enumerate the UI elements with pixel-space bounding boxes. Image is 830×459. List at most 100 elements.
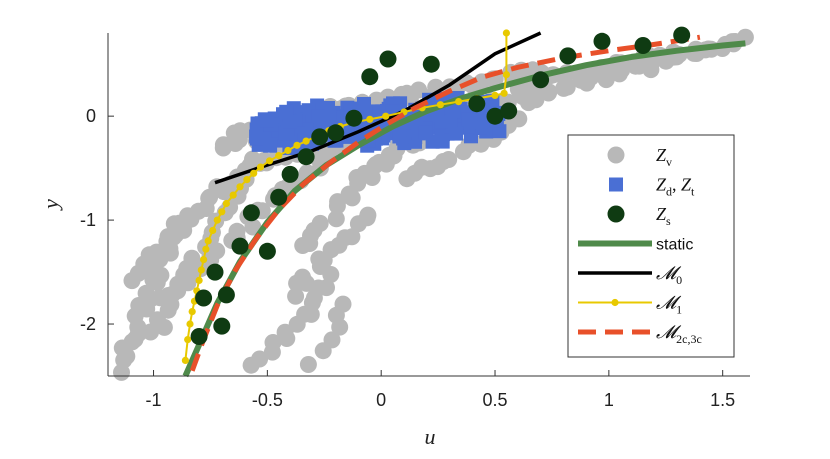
- zv-point: [276, 323, 294, 341]
- m1-point: [275, 152, 283, 160]
- legend-item-zd: Zd, Zt: [609, 175, 695, 199]
- x-tick-label: 0: [376, 390, 386, 410]
- x-tick-label: -0.5: [252, 390, 283, 410]
- zd-point: [260, 113, 274, 128]
- zv-point: [327, 210, 345, 228]
- m1-point: [302, 137, 310, 145]
- m0-line: [214, 31, 542, 185]
- m1-point: [188, 308, 196, 316]
- m1-point: [491, 91, 499, 99]
- legend-marker: [607, 146, 625, 164]
- zs-point: [468, 95, 486, 113]
- legend-item-zv: Zv: [607, 145, 672, 169]
- zd-point: [357, 97, 371, 111]
- zd-point: [250, 131, 264, 146]
- zs-point: [242, 204, 260, 222]
- zv-point: [359, 206, 377, 224]
- zd-point: [461, 112, 476, 127]
- zs-point: [190, 328, 208, 345]
- legend-label: Zv: [656, 145, 672, 169]
- m1-point: [502, 71, 510, 79]
- zv-point: [311, 214, 329, 232]
- m1-point: [366, 115, 374, 123]
- legend: Zv Zd, Zt Zs static 𝓜0 𝓜1 𝓜2c,3c: [567, 134, 735, 358]
- m1-point: [222, 199, 230, 208]
- zd-point: [263, 138, 278, 153]
- zv-point: [264, 334, 282, 351]
- m1-point: [266, 157, 274, 165]
- zv-point: [208, 178, 226, 196]
- zv-point: [287, 287, 305, 305]
- zv-point: [294, 268, 311, 286]
- legend-label: 𝓜0: [656, 263, 682, 287]
- m1-point: [250, 169, 258, 177]
- zs-point: [195, 289, 213, 307]
- zv-point: [642, 55, 660, 72]
- zd-point: [473, 120, 488, 135]
- legend-label: static: [656, 237, 693, 254]
- zv-point: [208, 242, 226, 260]
- zv-point: [558, 78, 576, 96]
- zd-point: [418, 125, 433, 140]
- zs-point: [593, 32, 611, 50]
- m1-point: [293, 141, 301, 149]
- zd-point: [492, 124, 507, 139]
- zv-point: [230, 131, 248, 149]
- zv-point: [343, 228, 361, 246]
- m1-line: [184, 33, 508, 361]
- zd-point: [449, 126, 464, 141]
- y-tick-label: -1: [80, 210, 96, 230]
- zv-point: [334, 295, 352, 313]
- m1-point: [284, 146, 292, 155]
- zs-point: [422, 55, 440, 73]
- legend-item-m0: 𝓜0: [578, 263, 682, 287]
- zs-point: [231, 237, 249, 255]
- y-axis-ticks: -2 -1 0: [80, 106, 114, 334]
- zs-point: [673, 26, 691, 44]
- zs-point: [559, 47, 577, 65]
- x-tick-label: 0.5: [483, 390, 508, 410]
- zv-point: [322, 266, 340, 283]
- zd-point: [311, 109, 326, 124]
- zv-point: [540, 84, 557, 102]
- m1-point: [236, 183, 244, 191]
- m1-point: [202, 245, 210, 253]
- legend-label: 𝓜2c,3c: [656, 322, 702, 346]
- m1-point: [502, 29, 510, 37]
- m1-point: [184, 336, 192, 344]
- m1-point: [243, 176, 251, 184]
- zs-point: [361, 68, 379, 86]
- zs-point: [634, 37, 652, 54]
- m1-point: [181, 356, 189, 364]
- x-tick-label: 1.5: [710, 390, 735, 410]
- zv-point: [582, 68, 600, 86]
- zv-point: [323, 331, 341, 349]
- m1-point: [197, 266, 205, 274]
- x-tick-label: -1: [146, 390, 162, 410]
- zs-point: [532, 71, 550, 89]
- zs-point: [311, 128, 329, 146]
- zv-point: [613, 61, 631, 79]
- zs-point: [486, 107, 504, 125]
- zv-point: [228, 222, 246, 240]
- zd-point: [484, 97, 499, 112]
- zs-point: [213, 317, 231, 335]
- zd-point: [392, 129, 407, 144]
- m1-point: [229, 191, 237, 199]
- zv-point: [440, 151, 458, 168]
- legend-label: Zs: [656, 204, 671, 228]
- m1-point: [209, 226, 217, 235]
- m1-point: [455, 98, 463, 106]
- x-axis-ticks: -1 -0.5 0 0.5 1 1.5: [146, 370, 735, 410]
- m1-point: [200, 256, 208, 264]
- legend-label: Zd, Zt: [656, 175, 695, 199]
- m1-point: [195, 276, 203, 284]
- legend-item-static: static: [578, 237, 693, 254]
- zs-point: [281, 165, 299, 183]
- y-tick-label: 0: [86, 106, 96, 126]
- zs-point: [217, 286, 235, 304]
- zd-point: [435, 134, 450, 149]
- zv-point: [299, 356, 317, 373]
- legend-item-zs: Zs: [607, 204, 671, 228]
